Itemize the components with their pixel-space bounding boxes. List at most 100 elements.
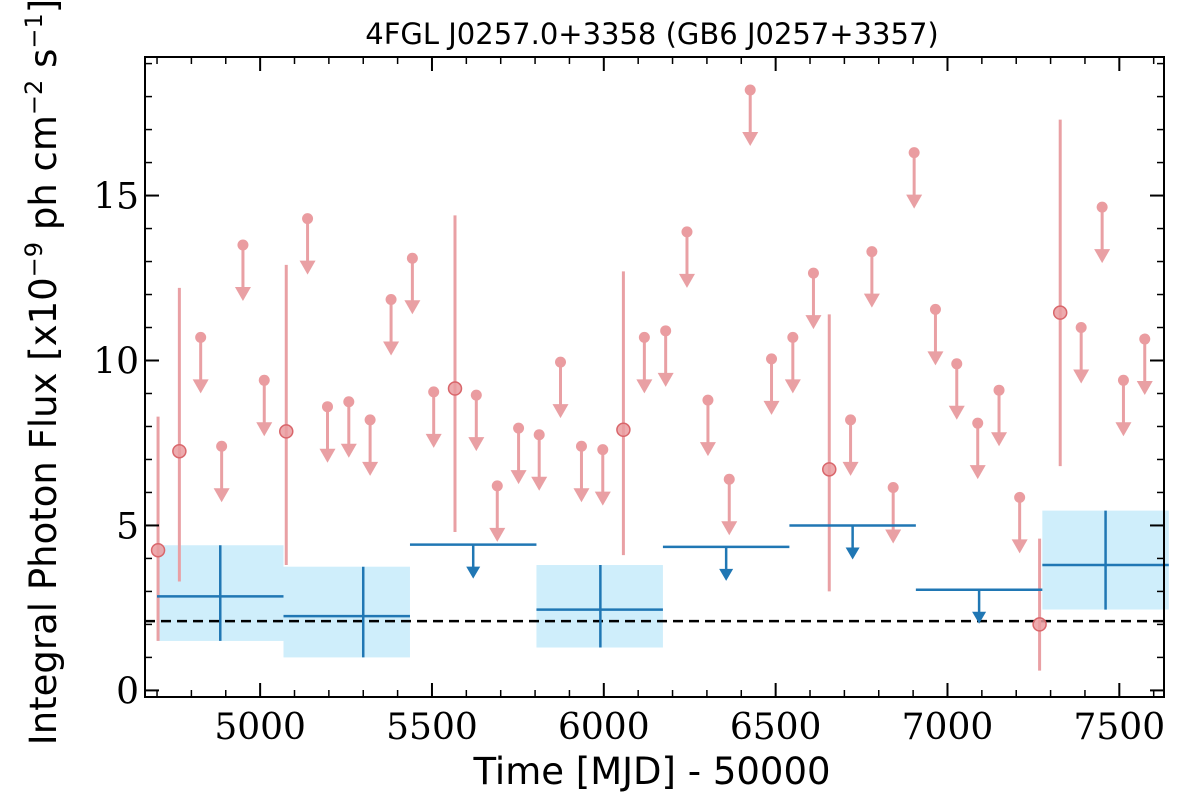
short-bin-upper-limit [927, 303, 944, 366]
upper-limit-marker [866, 246, 878, 258]
upper-limit-marker [597, 444, 609, 456]
short-bin-upper-limit [468, 389, 485, 452]
long-bin-ul-arrowhead [719, 568, 734, 581]
long-bin-upper-limit [915, 588, 1043, 624]
upper-limit-marker [343, 396, 355, 408]
short-bin-upper-limit [742, 84, 759, 146]
short-bin-upper-limit [863, 246, 880, 308]
upper-limit-arrowhead [468, 437, 485, 452]
long-bin-ul-arrowhead [972, 611, 987, 624]
short-bin-upper-limit [362, 414, 379, 476]
short-bin-upper-limit [1136, 333, 1153, 396]
short-bin-marker [822, 462, 837, 477]
upper-limit-arrowhead [510, 470, 527, 485]
upper-limit-arrowhead [699, 442, 716, 457]
upper-limit-arrowhead [863, 293, 880, 308]
upper-limit-marker [385, 293, 397, 305]
upper-limit-arrowhead [948, 405, 965, 420]
upper-limit-arrowhead [927, 351, 944, 366]
long-bin-band [283, 566, 410, 658]
upper-limit-arrowhead [552, 404, 569, 419]
short-bin-upper-limit [340, 396, 357, 458]
upper-limit-marker [972, 417, 984, 429]
short-bin-upper-limit [657, 325, 674, 387]
short-bin-upper-limit [489, 480, 506, 542]
upper-limit-arrowhead [636, 379, 653, 394]
short-bin-marker [1052, 305, 1068, 320]
upper-limit-marker [428, 386, 440, 398]
long-bin-upper-limit [789, 524, 916, 560]
y-axis-label-exp-3: −1 [20, 13, 48, 48]
x-tick-label: 6000 [558, 707, 650, 748]
upper-limit-arrowhead [721, 521, 738, 536]
upper-limit-marker [321, 401, 333, 413]
short-bin-marker [1032, 617, 1047, 632]
upper-limit-arrowhead [969, 465, 986, 480]
upper-limit-arrowhead [805, 315, 822, 330]
short-bin-upper-limit [885, 482, 902, 544]
upper-limit-arrowhead [784, 379, 801, 394]
upper-limit-arrowhead [531, 476, 548, 491]
upper-limit-marker [364, 414, 376, 426]
upper-limit-marker [744, 84, 756, 96]
upper-limit-marker [702, 394, 714, 406]
upper-limit-marker [951, 358, 963, 370]
y-tick-label: 5 [116, 506, 139, 547]
short-bin-upper-limit [319, 401, 336, 463]
y-axis-label-part-1: Integral Photon Flux [x10 [22, 277, 65, 745]
upper-limit-arrowhead [425, 433, 442, 448]
long-bin-detection [1042, 510, 1169, 610]
y-axis-label-part-4: ] [22, 0, 65, 13]
short-bin-detection [447, 215, 463, 533]
upper-limit-marker [787, 331, 799, 343]
short-bin-upper-limit [948, 358, 965, 420]
plot-area: 5000 5500 6000 6500 7000 7500 0 5 10 15 [93, 56, 1169, 748]
short-bin-upper-limit [842, 414, 859, 476]
upper-limit-arrowhead [906, 194, 923, 209]
upper-limit-arrowhead [763, 400, 780, 415]
upper-limit-marker [555, 356, 567, 368]
upper-limit-arrowhead [299, 260, 316, 275]
upper-limit-arrowhead [404, 300, 421, 315]
long-bin-detection [536, 565, 663, 648]
upper-limit-marker [929, 303, 941, 315]
long-bin-upper-limit [662, 545, 790, 581]
upper-limit-arrowhead [319, 448, 336, 463]
upper-limit-arrowhead [678, 273, 695, 288]
upper-limit-marker [1117, 374, 1129, 386]
upper-limit-arrowhead [594, 491, 611, 506]
short-bin-upper-limit [192, 331, 209, 394]
upper-limit-marker [575, 440, 587, 452]
upper-limit-marker [258, 374, 270, 386]
y-axis-label-exp-1: −9 [20, 242, 48, 277]
short-bin-upper-limit [1115, 374, 1132, 437]
short-bin-upper-limit [763, 353, 780, 415]
upper-limit-arrowhead [1011, 539, 1028, 554]
upper-limit-marker [195, 331, 207, 343]
upper-limit-arrowhead [340, 443, 357, 458]
short-bin-upper-limit [404, 252, 421, 315]
upper-limit-marker [1075, 322, 1087, 334]
upper-limit-marker [723, 473, 735, 485]
upper-limit-marker [993, 384, 1005, 396]
short-bin-marker [616, 422, 631, 438]
x-tick-label: 6500 [730, 707, 822, 748]
upper-limit-arrowhead [1073, 369, 1090, 384]
upper-limit-arrowhead [991, 432, 1008, 447]
short-bin-upper-limit [784, 331, 801, 394]
upper-limit-arrowhead [1136, 381, 1153, 396]
short-bin-marker [279, 424, 294, 439]
short-bin-detection [150, 416, 166, 641]
long-bin-ul-arrowhead [466, 566, 481, 579]
short-bin-detection [279, 264, 294, 566]
short-bin-upper-limit [299, 213, 316, 275]
chart-title: 4FGL J0257.0+3358 (GB6 J0257+3357) [365, 17, 938, 51]
long-bin-detection [283, 566, 410, 658]
upper-limit-marker [638, 331, 650, 343]
short-bin-upper-limit [805, 267, 822, 330]
plot-frame [144, 56, 1165, 698]
short-bin-upper-limit [678, 226, 695, 288]
upper-limit-marker [908, 147, 920, 159]
short-bin-upper-limit [721, 473, 738, 536]
long-bin-upper-limit [409, 543, 537, 579]
